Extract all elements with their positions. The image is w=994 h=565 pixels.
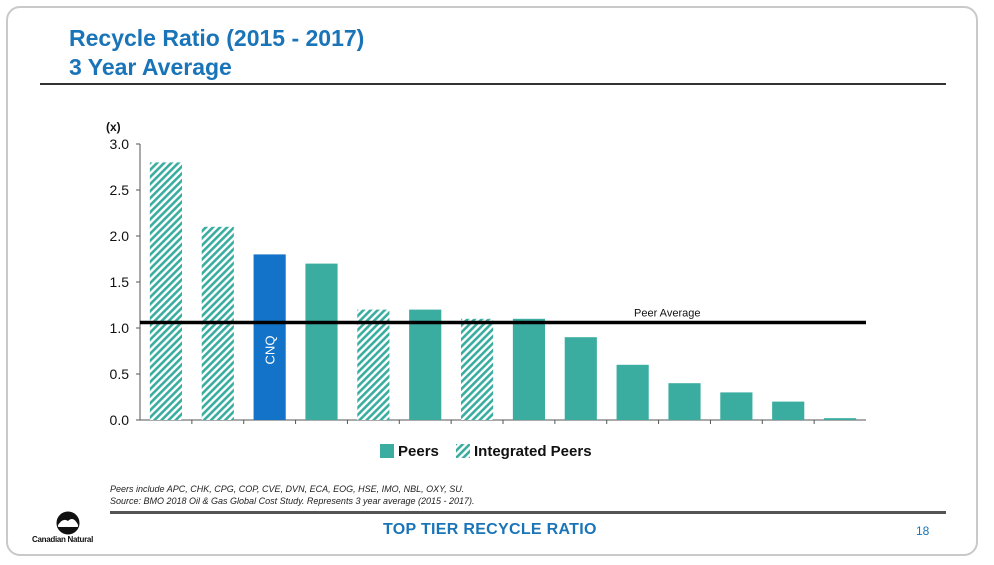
y-tick-label: 0.0 <box>110 412 130 428</box>
title-divider <box>40 83 946 85</box>
y-tick-label: 2.0 <box>110 228 130 244</box>
y-tick-label: 1.5 <box>110 274 130 290</box>
footer-divider <box>110 511 946 514</box>
bar-integrated <box>149 162 183 420</box>
cnq-bar-label: CNQ <box>263 336 278 365</box>
bar-peers <box>564 337 597 420</box>
bar-peers <box>305 263 338 420</box>
slide-title: Recycle Ratio (2015 - 2017) <box>69 25 365 51</box>
footer-title: TOP TIER RECYCLE RATIO <box>383 521 597 538</box>
bar-integrated <box>357 309 390 420</box>
peer-average-label: Peer Average <box>634 307 700 319</box>
page-number: 18 <box>916 524 930 538</box>
legend-label: Integrated Peers <box>474 443 592 460</box>
y-tick-label: 3.0 <box>110 136 130 152</box>
legend-swatch <box>380 444 394 458</box>
company-logo: Canadian Natural <box>32 511 110 547</box>
y-tick-label: 1.0 <box>110 320 130 336</box>
bear-logo-icon <box>56 511 80 535</box>
bar-integrated <box>460 318 494 420</box>
legend-label: Peers <box>398 443 439 460</box>
legend-swatch <box>456 444 470 458</box>
logo-text: Canadian Natural <box>32 535 93 544</box>
source-footnote: Source: BMO 2018 Oil & Gas Global Cost S… <box>110 496 475 506</box>
bar-peers <box>772 401 805 420</box>
bar-cnq <box>253 254 286 420</box>
bar-peers <box>616 364 649 420</box>
y-axis-unit-label: (x) <box>106 120 121 134</box>
slide-subtitle: 3 Year Average <box>69 54 232 80</box>
bar-peers <box>823 418 857 420</box>
y-tick-label: 2.5 <box>110 182 130 198</box>
bar-peers <box>512 318 546 420</box>
bar-peers <box>720 392 753 420</box>
peers-footnote: Peers include APC, CHK, CPG, COP, CVE, D… <box>110 484 465 494</box>
bar-peers <box>668 383 701 420</box>
bar-peers <box>409 309 442 420</box>
y-tick-label: 0.5 <box>110 366 130 382</box>
